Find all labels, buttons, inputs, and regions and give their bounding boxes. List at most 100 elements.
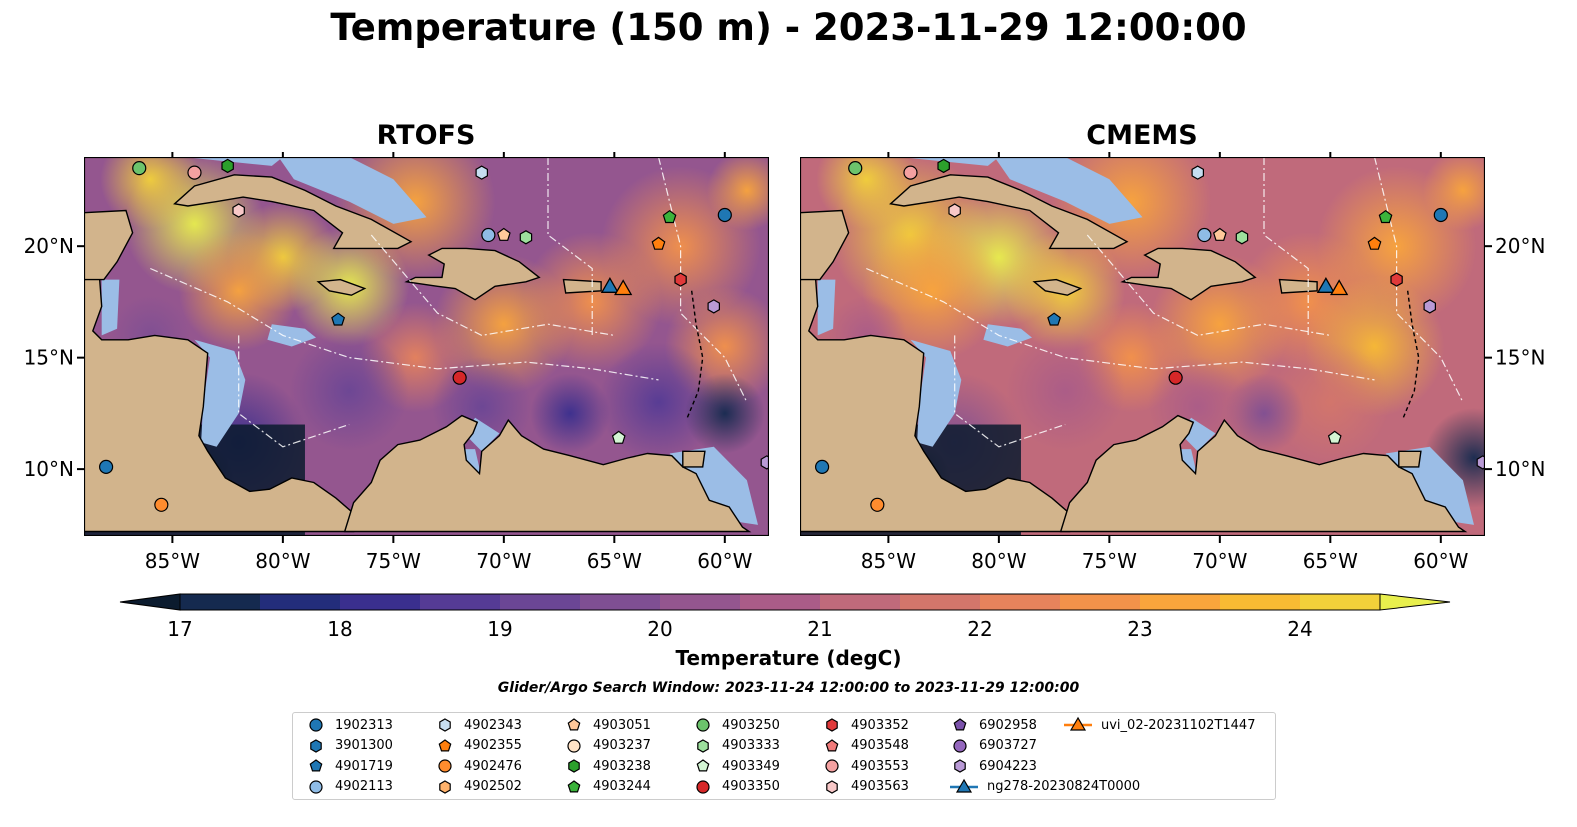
colorbar-bin: [1140, 594, 1221, 610]
argo-float-marker: [848, 161, 863, 176]
legend-marker-icon: [309, 718, 323, 732]
temperature-anomaly: [684, 373, 765, 454]
boundary-line: [1263, 157, 1309, 336]
legend-label: uvi_02-20231102T1447: [1101, 717, 1256, 733]
argo-float-marker: [98, 459, 114, 474]
legend-item: 4903548: [821, 736, 909, 756]
boundary-line: [150, 267, 659, 381]
argo-float-marker: [154, 497, 169, 512]
argo-float-marker: [1047, 312, 1062, 326]
lat-tick-label: 10°N: [1495, 457, 1545, 481]
map-panel-cmems: [800, 157, 1485, 536]
legend-marker: [309, 759, 323, 772]
lat-tick-label: 20°N: [24, 234, 74, 258]
legend-label: 4903250: [722, 717, 780, 733]
legend-label: 6904223: [979, 758, 1037, 774]
legend-marker-icon: [439, 779, 451, 794]
legend-label: 4903333: [722, 738, 780, 753]
colorbar-bin: [420, 594, 501, 610]
argo-float-marker: [707, 299, 721, 314]
legend-item: 1902313: [305, 715, 393, 735]
legend-marker: [567, 718, 581, 731]
legend-item: 4903350: [692, 777, 780, 797]
legend-item: 4903333: [692, 736, 780, 756]
legend-item: 4903250: [692, 715, 780, 735]
map-frame: [84, 157, 769, 536]
legend: 1902313 3901300 4901719 4902113 4902343 49023…: [292, 712, 1276, 800]
legend-item: 6902958: [949, 715, 1037, 735]
shelf-florida: [183, 157, 283, 166]
legend-marker-icon: [309, 779, 323, 794]
map-axes: 85°W 80°W 75°W 70°W 65°W 60°W 20°N 15°N 10°N 85°W…: [24, 152, 1545, 573]
argo-float-marker: [903, 165, 918, 180]
legend-marker: [309, 718, 323, 732]
legend-marker-icon: [567, 718, 581, 731]
map-frame: [800, 157, 1485, 536]
legend-marker-icon: [954, 759, 966, 773]
colorbar-label: Temperature (degC): [675, 646, 902, 670]
legend-marker: [696, 759, 710, 772]
lon-tick-label: 60°W: [1413, 549, 1468, 573]
land-cuba: [173, 174, 413, 250]
argo-float-marker: [937, 158, 950, 174]
legend-label: 4902476: [464, 758, 522, 774]
legend-marker: [825, 759, 839, 773]
legend-marker: [567, 779, 581, 792]
island-arc: [686, 290, 704, 419]
legend-marker-icon: [438, 738, 452, 751]
colorbar-bin: [980, 594, 1061, 610]
land-central-america: [800, 276, 1071, 533]
legend-item: uvi_02-20231102T1447: [1063, 715, 1255, 735]
colorbar-tick-label: 21: [807, 617, 832, 641]
lon-tick-label: 85°W: [861, 549, 916, 573]
lat-tick-label: 20°N: [1495, 234, 1545, 258]
land-hispaniola: [1120, 247, 1257, 301]
legend-marker-icon: [567, 779, 581, 792]
shelf-bahamas-bank: [994, 157, 1143, 224]
legend-label: ng278-20230824T0000: [987, 779, 1141, 794]
land-south-america: [343, 414, 752, 533]
colorbar-extend-low: [119, 593, 181, 611]
argo-float-marker: [1327, 430, 1342, 444]
boundary-line: [370, 234, 615, 337]
argo-float-marker: [331, 312, 346, 326]
temperature-anomaly: [598, 342, 719, 463]
colorbar-tick-label: 20: [647, 617, 672, 641]
argo-float-marker: [221, 158, 234, 174]
legend-item: 3901300: [305, 736, 393, 756]
legend-item: 4901719: [305, 756, 393, 776]
argo-float-marker: [1197, 227, 1212, 243]
land-yucatan: [800, 209, 850, 281]
legend-marker-icon: [697, 738, 709, 753]
legend-label: 6902958: [979, 717, 1037, 733]
argo-float-marker: [452, 370, 467, 385]
legend-marker: [567, 738, 581, 753]
colorbar-bin: [180, 594, 261, 610]
glider-marker: [614, 279, 633, 296]
legend-marker: [309, 779, 323, 794]
legend-marker-icon: [825, 759, 839, 773]
colorbar-tick-label: 17: [167, 617, 192, 641]
legend-marker: [826, 779, 838, 794]
colorbar-extend-high: [1379, 593, 1451, 611]
colorbar-tick-label: 22: [967, 617, 992, 641]
legend-marker-icon: [696, 718, 710, 732]
argo-float-marker: [1476, 455, 1485, 470]
land-hispaniola: [404, 247, 541, 301]
island-arc: [1402, 290, 1420, 419]
lon-tick-label: 65°W: [1303, 549, 1358, 573]
legend-marker: [696, 718, 710, 732]
colorbar-bin: [900, 594, 981, 610]
legend-label: 4902113: [335, 779, 393, 794]
argo-float-marker: [948, 203, 961, 218]
legend-item: 6903727: [949, 736, 1037, 756]
legend-label: 4903350: [722, 779, 780, 794]
legend-label: 4903563: [851, 779, 909, 794]
map-panel-rtofs: [84, 157, 769, 536]
argo-float-marker: [717, 207, 732, 223]
colorbar-tick-label: 23: [1127, 617, 1152, 641]
legend-label: 4902355: [464, 738, 522, 753]
argo-float-marker: [1367, 236, 1382, 250]
legend-marker-icon: [826, 718, 838, 732]
legend-item: 4903237: [563, 736, 651, 756]
